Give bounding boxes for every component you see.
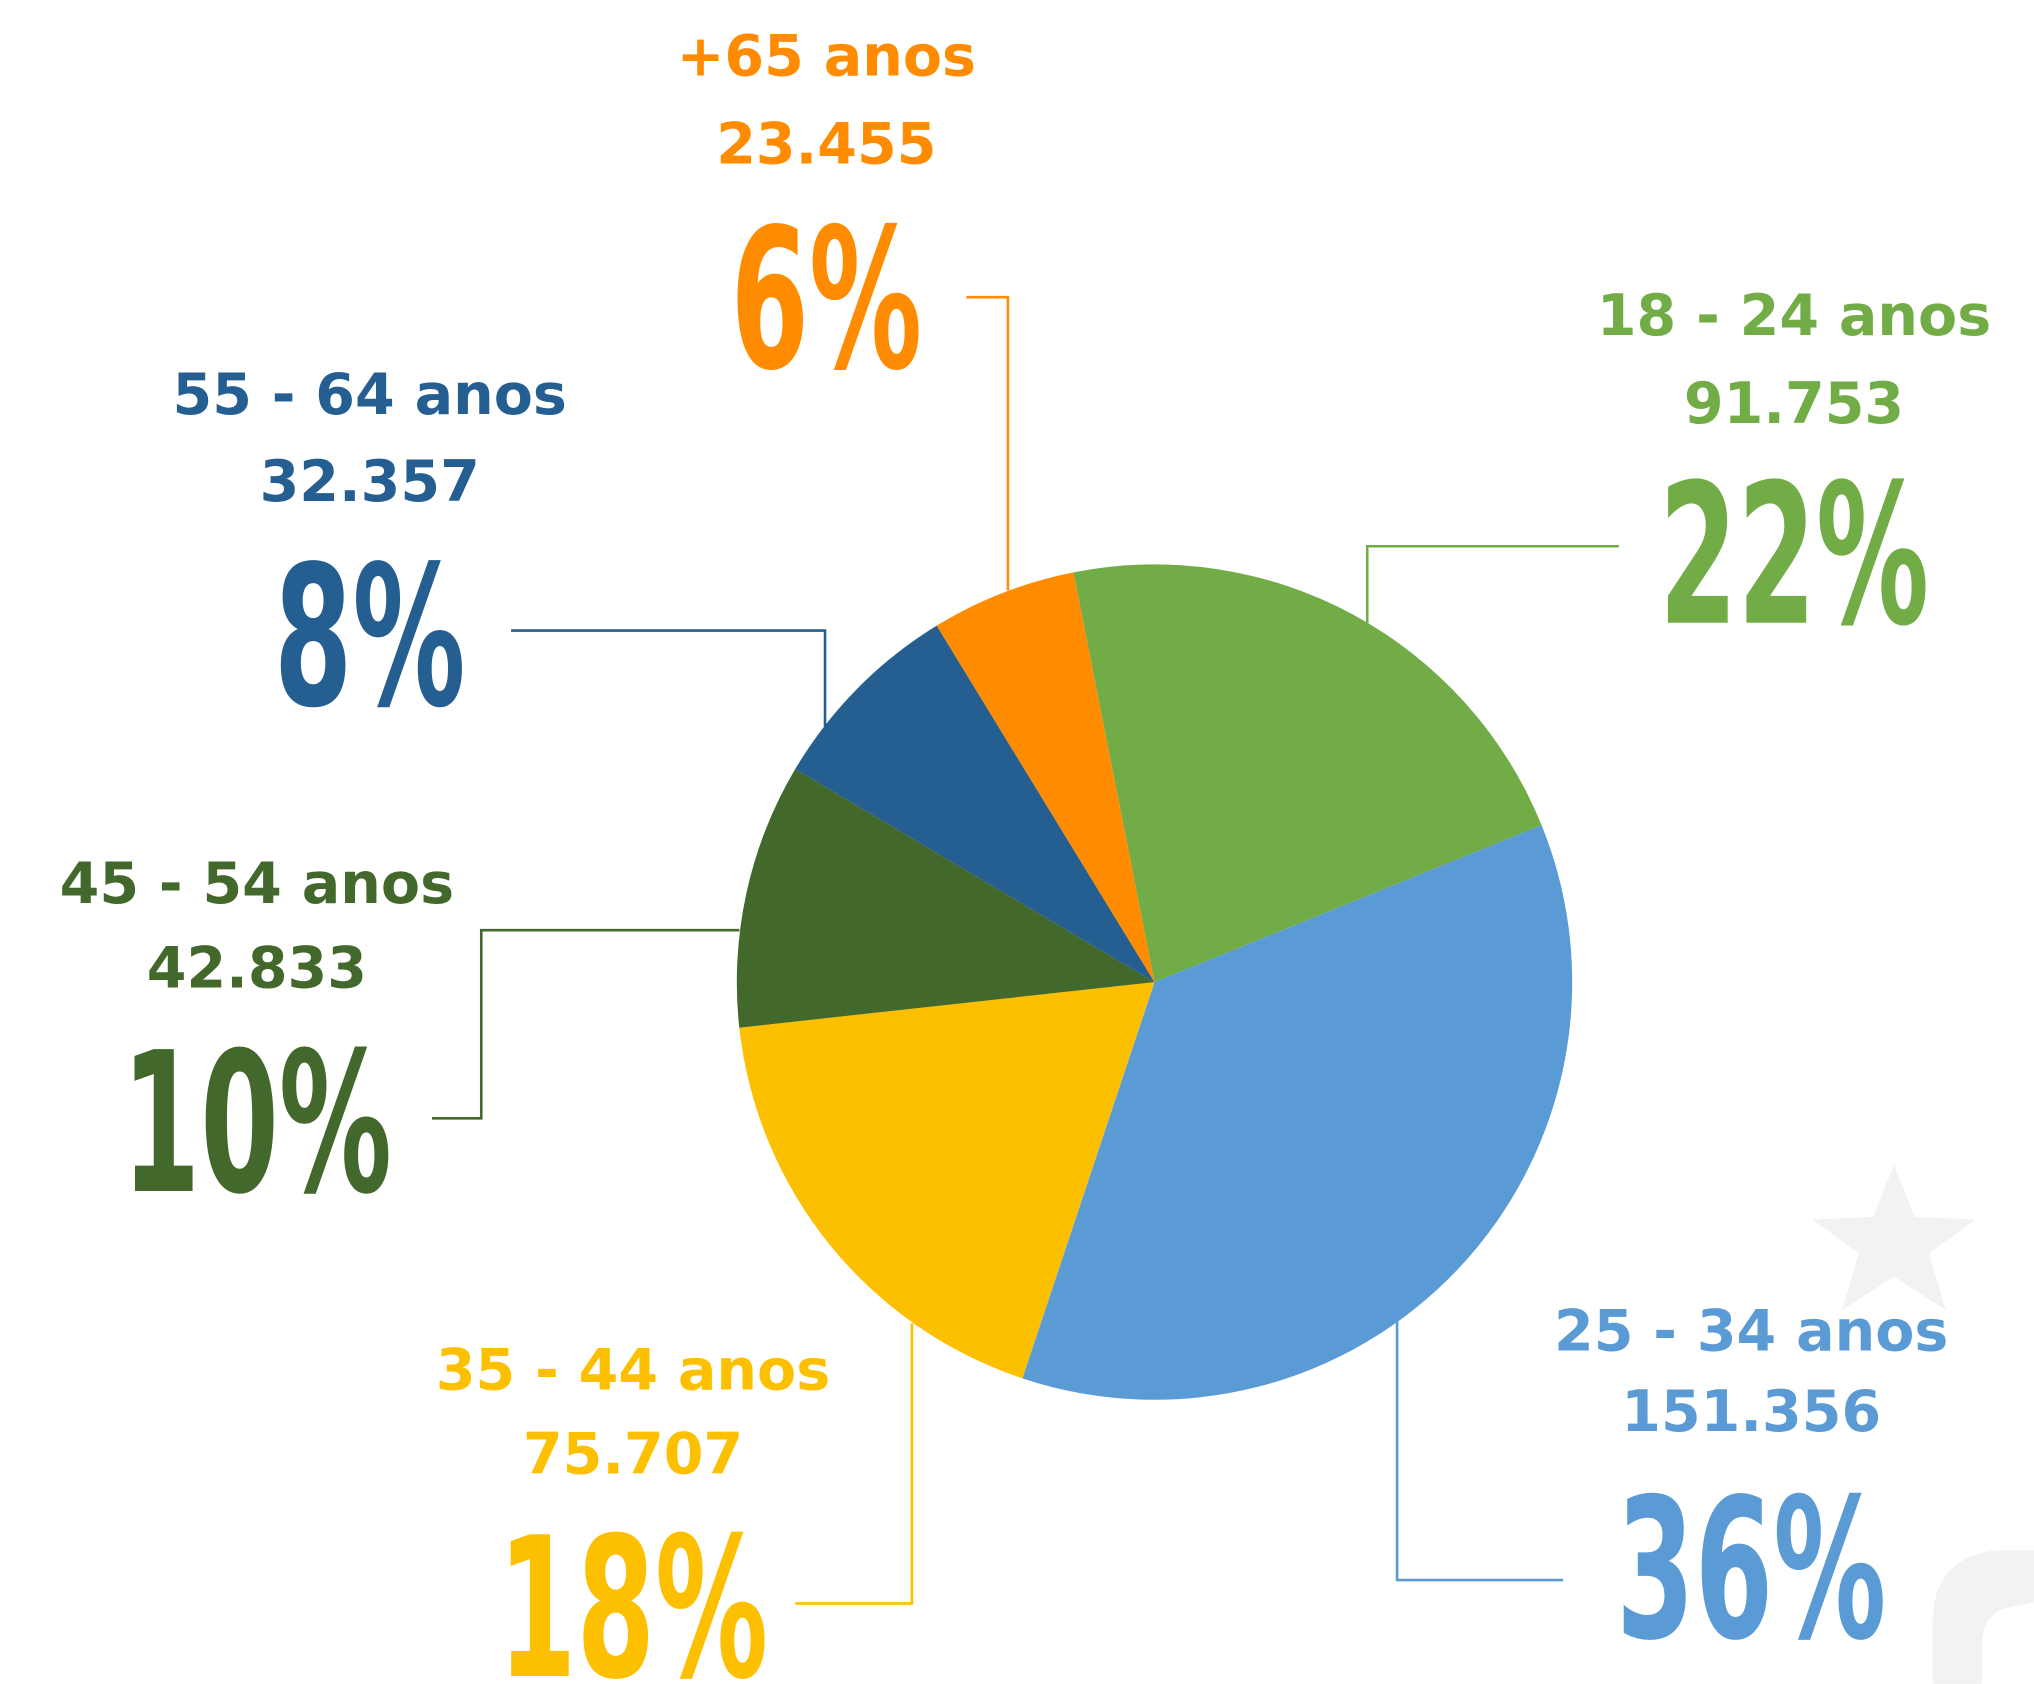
category-label: 45 - 54 anos — [60, 851, 454, 917]
percent-label: 8% — [274, 523, 466, 751]
value-label: 23.455 — [716, 112, 936, 178]
percent-label: 6% — [731, 186, 923, 414]
category-label: 35 - 44 anos — [436, 1337, 830, 1403]
percent-group: 8% — [274, 523, 466, 751]
category-label: 25 - 34 anos — [1554, 1298, 1948, 1364]
percent-group: 36% — [1616, 1456, 1886, 1684]
pie — [736, 564, 1573, 1400]
percent-group: 10% — [122, 1010, 392, 1238]
slice — [795, 625, 1155, 983]
leader-line — [1395, 1316, 1564, 1582]
percent-group: 22% — [1659, 442, 1929, 670]
category-label: 55 - 64 anos — [172, 362, 566, 428]
percent-label: 36% — [1616, 1456, 1886, 1684]
leader-line — [795, 1323, 914, 1605]
leader-line — [431, 928, 740, 1120]
percent-label: 22% — [1659, 442, 1929, 670]
leader-line — [1365, 544, 1619, 626]
slice — [736, 769, 1155, 1028]
background-stars — [1812, 1165, 2034, 1684]
percent-label: 18% — [498, 1495, 768, 1684]
percent-group: 18% — [498, 1495, 768, 1684]
value-label: 75.707 — [523, 1422, 743, 1488]
leader-line — [511, 629, 827, 727]
percent-group: 6% — [731, 186, 923, 414]
slice — [936, 572, 1155, 983]
value-label: 151.356 — [1621, 1379, 1881, 1445]
slice — [1022, 825, 1573, 1400]
category-label: +65 anos — [677, 23, 976, 89]
slice — [739, 982, 1155, 1379]
value-label: 42.833 — [147, 935, 367, 1001]
value-label: 32.357 — [260, 449, 480, 515]
category-label: 18 - 24 anos — [1597, 283, 1991, 349]
leader-line — [966, 295, 1010, 591]
value-label: 91.753 — [1684, 371, 1904, 437]
slice — [1073, 564, 1542, 983]
percent-label: 10% — [122, 1010, 392, 1238]
